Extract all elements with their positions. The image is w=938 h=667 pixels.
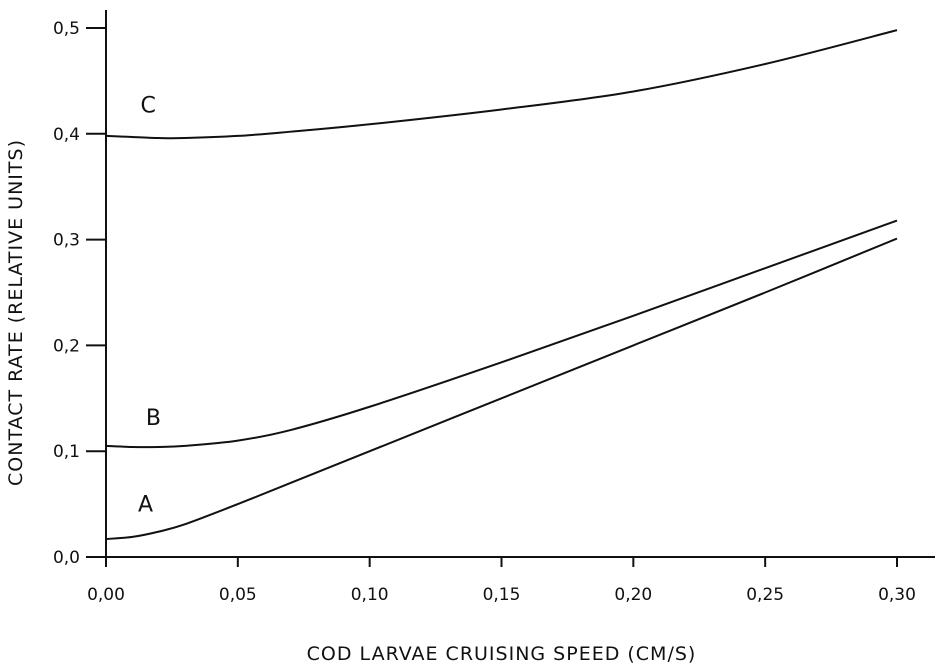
x-axis-title: COD LARVAE CRUISING SPEED (CM/S) — [307, 643, 697, 665]
series-a-line — [105, 237, 898, 541]
x-ticks: 0,00 0,05 0,10 0,15 0,20 0,25 0,30 — [87, 557, 916, 605]
series-a-label: A — [138, 493, 153, 518]
series-group: A B C — [105, 29, 898, 541]
y-tick-label: 0,5 — [53, 19, 80, 39]
y-tick-label: 0,2 — [53, 336, 80, 356]
series-c-label: C — [140, 94, 155, 119]
axes — [105, 10, 935, 558]
x-tick-label: 0,00 — [87, 585, 125, 605]
x-tick-label: 0,05 — [219, 585, 257, 605]
y-tick-label: 0,0 — [53, 548, 80, 568]
x-tick-label: 0,30 — [878, 585, 916, 605]
x-tick-label: 0,15 — [483, 585, 521, 605]
series-b-label: B — [146, 406, 161, 431]
y-tick-label: 0,1 — [53, 442, 80, 462]
y-tick-label: 0,3 — [53, 231, 80, 251]
series-b-line — [105, 219, 898, 449]
x-tick-label: 0,25 — [746, 585, 784, 605]
y-axis-title: CONTACT RATE (RELATIVE UNITS) — [5, 139, 27, 486]
y-tick-label: 0,4 — [53, 125, 80, 145]
x-tick-label: 0,20 — [614, 585, 652, 605]
y-ticks: 0,0 0,1 0,2 0,3 0,4 0,5 — [53, 19, 106, 568]
series-c-line — [105, 29, 898, 140]
x-tick-label: 0,10 — [351, 585, 389, 605]
